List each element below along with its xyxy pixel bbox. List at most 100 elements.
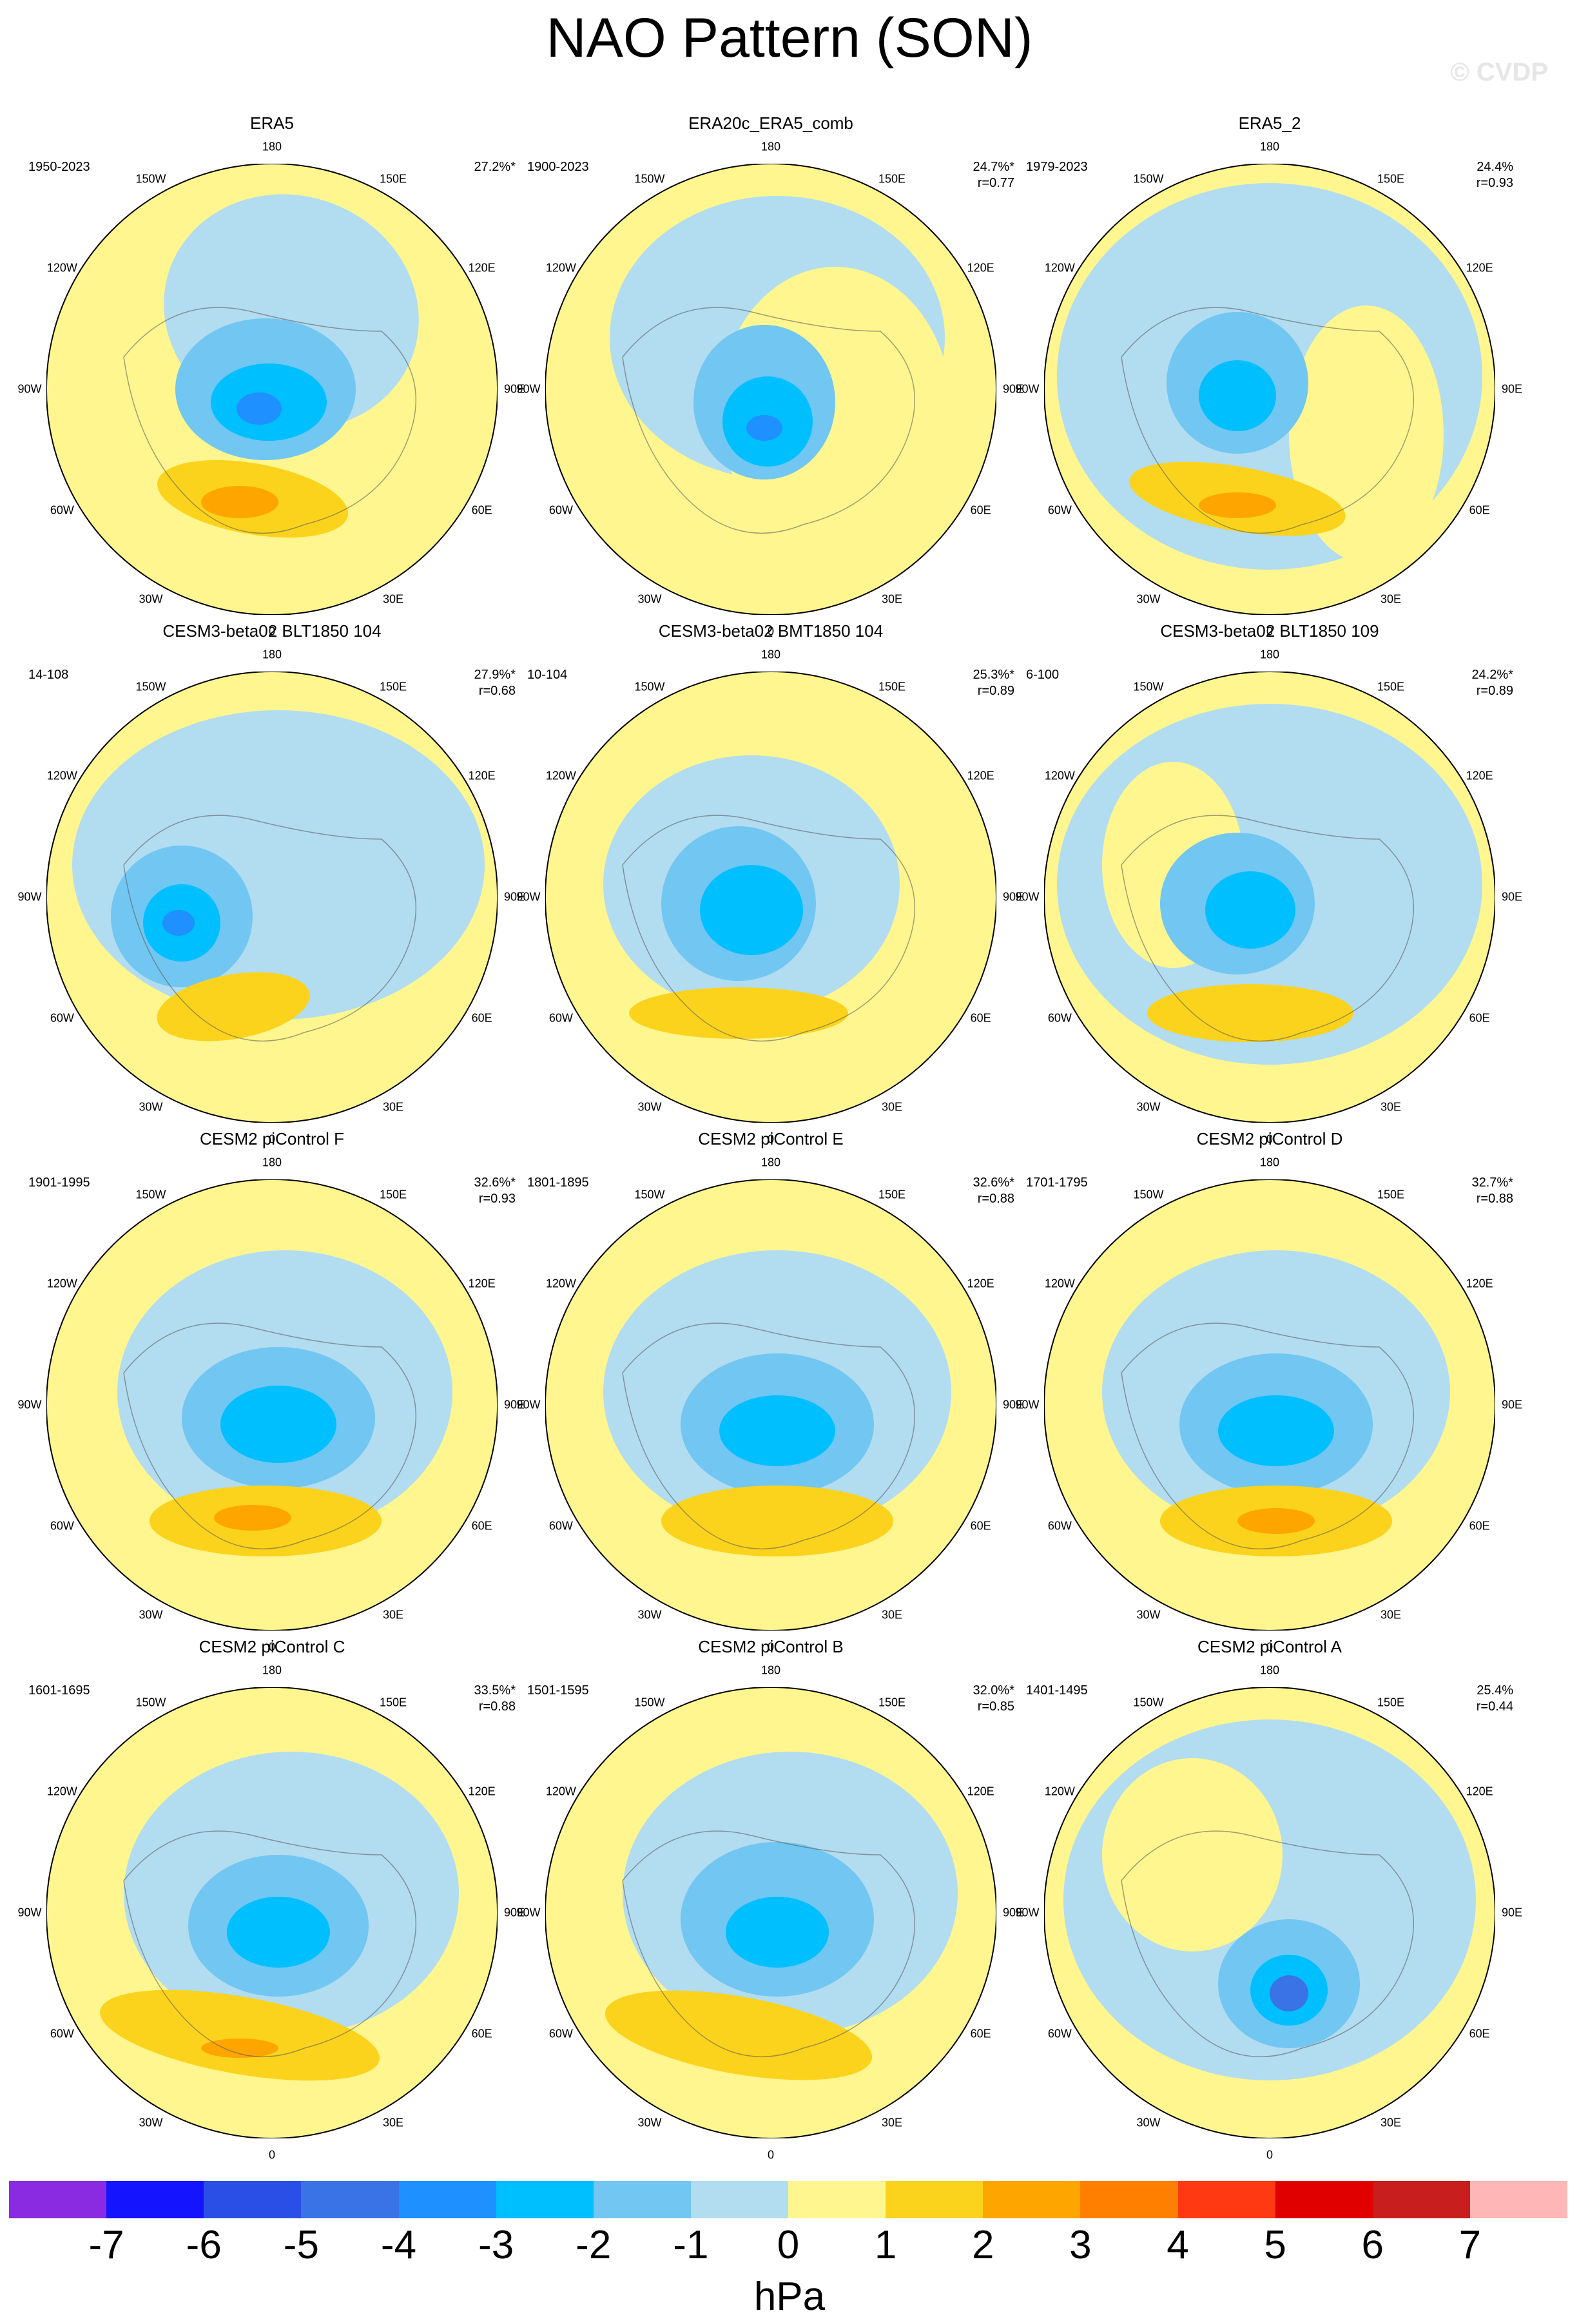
longitude-label: 60E — [970, 2027, 991, 2040]
coastline — [1121, 1830, 1415, 2058]
map-panel: ERA20c_ERA5_comb 1900-2023 24.7%* r=0.77 180… — [516, 108, 1023, 638]
anomaly-contour — [719, 1395, 835, 1466]
longitude-label: 0 — [268, 625, 276, 638]
colorbar-tick-label: 1 — [874, 2223, 897, 2267]
coastline — [1121, 815, 1415, 1042]
longitude-label: 30E — [1380, 2116, 1402, 2129]
longitude-label: 60W — [50, 1011, 74, 1025]
longitude-label: 120W — [545, 1785, 576, 1798]
panel-correlation: r=0.89 — [1476, 684, 1513, 698]
colorbar-tick-label: 2 — [972, 2223, 994, 2267]
polar-map — [545, 1687, 996, 2138]
panel-period: 10-104 — [527, 668, 568, 682]
panel-title: CESM2 piControl D — [1196, 1129, 1343, 1148]
longitude-label: 0 — [767, 1132, 775, 1146]
longitude-label: 90E — [503, 890, 525, 904]
anomaly-contour — [1147, 984, 1353, 1042]
colorbar-tick-label: -2 — [576, 2223, 612, 2267]
longitude-label: 180 — [262, 140, 282, 153]
panel-period: 1979-2023 — [1026, 160, 1088, 174]
polar-map — [46, 164, 498, 615]
longitude-label: 60E — [970, 1011, 991, 1025]
longitude-label: 60E — [471, 2027, 492, 2040]
panel-title: CESM2 piControl F — [200, 1129, 344, 1148]
panel-correlation: r=0.88 — [478, 1699, 516, 1714]
colorbar-tick-label: 6 — [1361, 2223, 1384, 2267]
longitude-label: 30W — [637, 592, 662, 606]
longitude-label: 150W — [1133, 172, 1164, 186]
longitude-label: 0 — [767, 1640, 775, 1654]
colorbar-tick-label: 0 — [777, 2223, 800, 2267]
panel-period: 1401-1495 — [1026, 1683, 1088, 1698]
panel-title: CESM2 piControl E — [698, 1129, 844, 1148]
colorbar-swatch — [301, 2181, 399, 2218]
longitude-label: 60W — [548, 2027, 573, 2040]
panel-variance: 27.9%* — [474, 668, 516, 682]
longitude-label: 180 — [760, 1663, 781, 1677]
map-panel: CESM3-beta02 BLT1850 109 6-100 24.2%* r=0.8… — [1015, 616, 1522, 1146]
polar-map — [46, 1179, 498, 1631]
longitude-label: 90W — [516, 1398, 541, 1411]
map-panel: CESM3-beta02 BMT1850 104 10-104 25.3%* r=0.… — [516, 616, 1023, 1146]
longitude-label: 180 — [262, 1156, 282, 1169]
colorbar-tick-label: -3 — [478, 2223, 514, 2267]
coastline — [622, 1830, 916, 2058]
colorbar-swatch — [886, 2181, 983, 2218]
longitude-label: 60E — [970, 1519, 991, 1533]
longitude-label: 30W — [139, 592, 163, 606]
anomaly-contour — [100, 1990, 380, 2081]
longitude-label: 60E — [1469, 1011, 1490, 1025]
longitude-label: 30E — [382, 1100, 404, 1114]
longitude-label: 60E — [970, 503, 991, 517]
longitude-label: 150W — [135, 1188, 166, 1201]
longitude-label: 0 — [268, 2148, 276, 2162]
longitude-label: 150W — [135, 172, 166, 186]
polar-map — [1044, 672, 1495, 1123]
coastline — [622, 815, 916, 1042]
colorbar-swatch — [690, 2181, 788, 2218]
longitude-label: 90W — [516, 890, 541, 904]
longitude-label: 60W — [1047, 1011, 1072, 1025]
longitude-label: 150E — [878, 680, 906, 693]
longitude-label: 120E — [1466, 1277, 1493, 1290]
longitude-label: 30W — [637, 1100, 662, 1114]
polar-map — [1044, 164, 1495, 615]
longitude-label: 150E — [379, 1188, 407, 1201]
panel-correlation: r=0.89 — [977, 684, 1014, 698]
longitude-label: 30W — [1136, 1100, 1161, 1114]
polar-map — [46, 672, 498, 1123]
colorbar — [9, 2181, 1567, 2218]
longitude-label: 150W — [634, 172, 665, 186]
coastline — [622, 1322, 916, 1550]
coastline — [123, 307, 417, 534]
longitude-label: 90W — [17, 382, 42, 396]
longitude-label: 60E — [471, 503, 492, 517]
longitude-label: 0 — [1266, 625, 1274, 638]
longitude-label: 150E — [1377, 680, 1405, 693]
anomaly-contour — [629, 987, 848, 1039]
longitude-label: 60E — [471, 1011, 492, 1025]
longitude-label: 120E — [967, 261, 994, 275]
longitude-label: 0 — [1266, 1640, 1274, 1654]
longitude-label: 150E — [379, 172, 407, 186]
polar-map — [545, 672, 996, 1123]
longitude-label: 120E — [967, 1277, 994, 1290]
panel-correlation: r=0.77 — [977, 176, 1014, 190]
longitude-label: 0 — [767, 625, 775, 638]
map-panel: ERA5 1950-2023 27.2%* 180 150E 120E 90E 60E 30E 0… — [17, 108, 525, 638]
anomaly-contour — [201, 2038, 278, 2058]
panel-variance: 24.2%* — [1471, 668, 1514, 682]
panel-period: 14-108 — [28, 668, 69, 682]
longitude-label: 180 — [1259, 140, 1280, 153]
longitude-label: 120W — [46, 1277, 77, 1290]
longitude-label: 120E — [1466, 261, 1493, 275]
longitude-label: 150E — [1377, 1696, 1405, 1709]
anomaly-contour — [214, 1505, 291, 1531]
panel-correlation: r=0.93 — [1476, 176, 1513, 190]
longitude-label: 180 — [262, 1663, 282, 1677]
panel-correlation: r=0.88 — [977, 1192, 1014, 1206]
map-panel: CESM2 piControl C 1601-1695 33.5%* r=0.88 18… — [17, 1632, 525, 2162]
anomaly-contour — [1205, 871, 1295, 949]
colorbar-tick-label: 5 — [1264, 2223, 1286, 2267]
panel-variance: 33.5%* — [474, 1683, 516, 1698]
